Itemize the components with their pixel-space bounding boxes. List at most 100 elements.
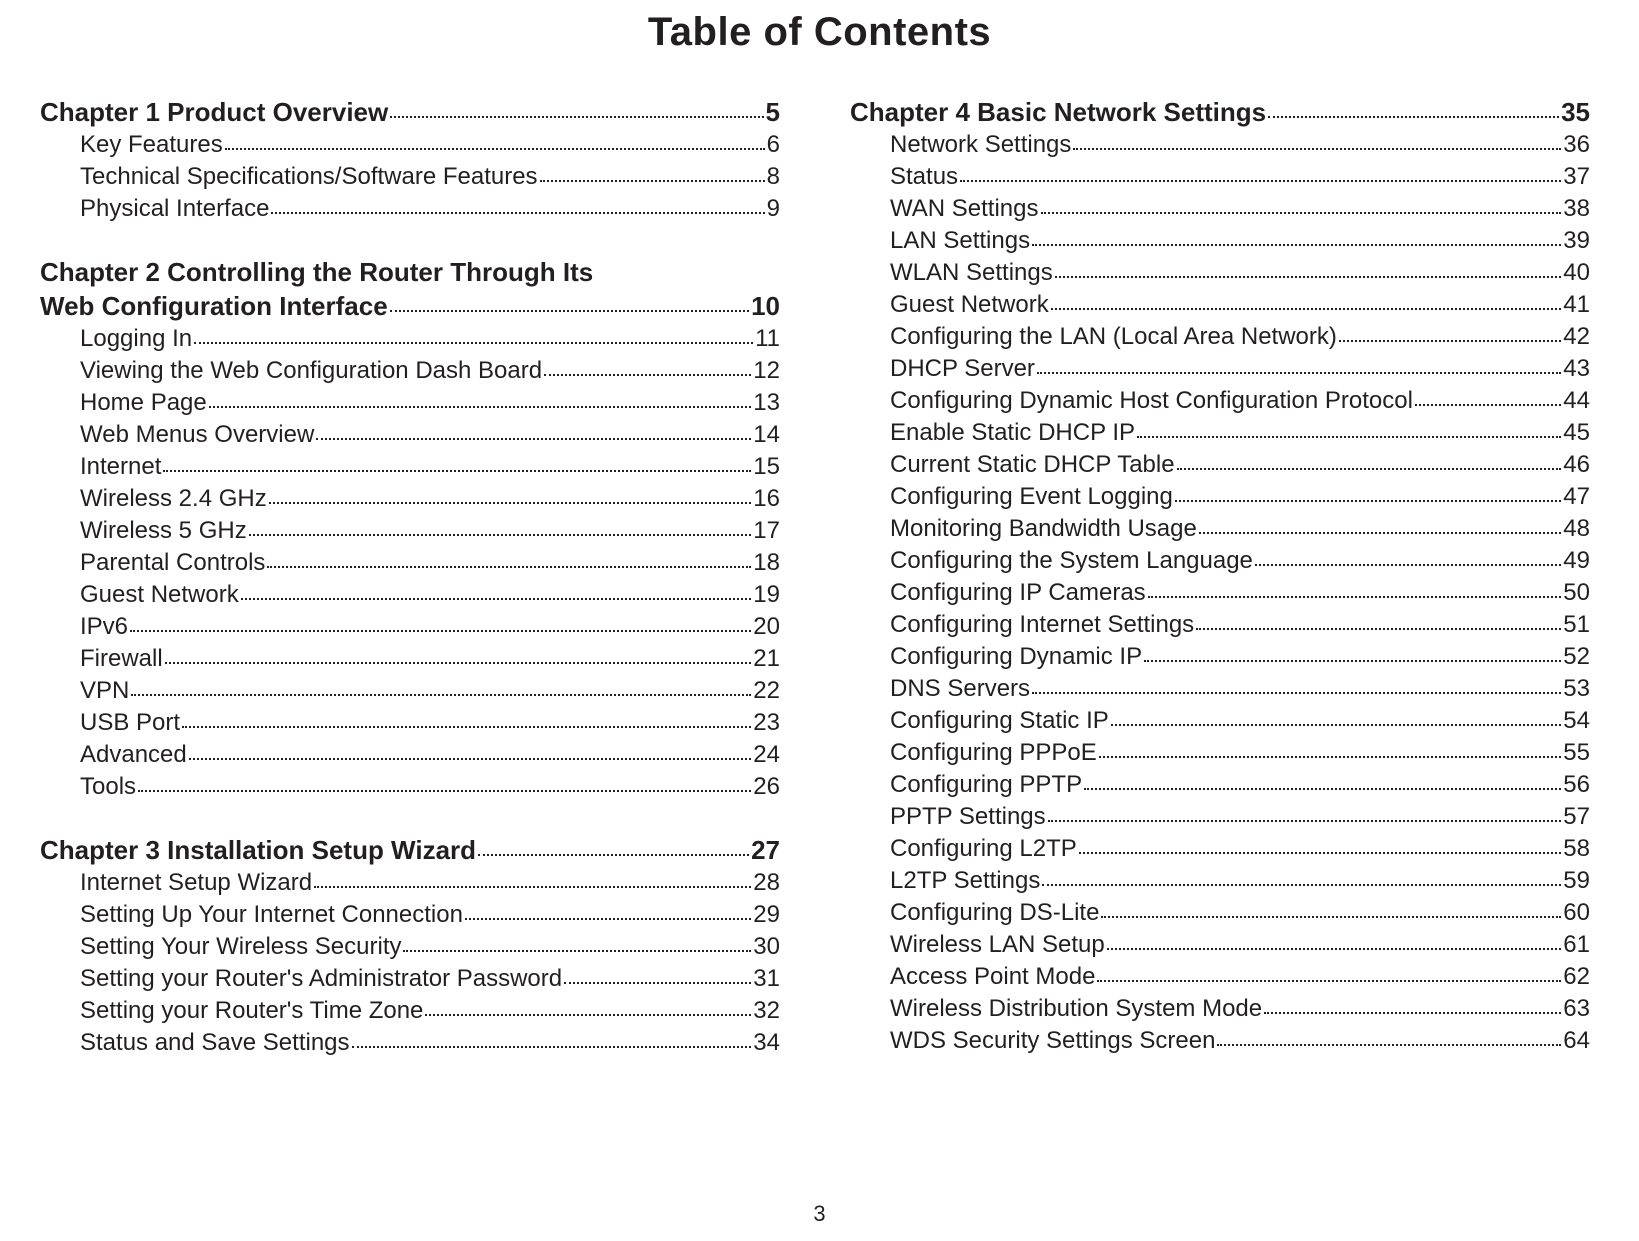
right-column: Chapter 4 Basic Network Settings35Networ… — [850, 95, 1590, 1089]
dot-leader — [390, 310, 749, 312]
entry-label: Status and Save Settings — [80, 1027, 350, 1059]
entry-page: 34 — [753, 1027, 780, 1059]
dot-leader — [1268, 116, 1559, 118]
toc-entry: Configuring DS-Lite60 — [850, 897, 1590, 929]
dot-leader — [194, 342, 753, 344]
dot-leader — [465, 918, 751, 920]
entry-label: Monitoring Bandwidth Usage — [890, 513, 1197, 545]
toc-entry: WAN Settings38 — [850, 193, 1590, 225]
toc-entry: DHCP Server43 — [850, 353, 1590, 385]
dot-leader — [1339, 340, 1561, 342]
entry-page: 31 — [753, 963, 780, 995]
dot-leader — [1079, 852, 1562, 854]
page-title: Table of Contents — [40, 10, 1599, 55]
toc-entry: Access Point Mode62 — [850, 961, 1590, 993]
toc-entry: Tools26 — [40, 771, 780, 803]
entry-label: WLAN Settings — [890, 257, 1053, 289]
dot-leader — [1217, 1044, 1561, 1046]
toc-entry: Configuring the System Language49 — [850, 545, 1590, 577]
chapter-heading: Web Configuration Interface10 — [40, 289, 780, 323]
entry-label: Access Point Mode — [890, 961, 1095, 993]
toc-entry: Internet Setup Wizard28 — [40, 867, 780, 899]
entry-page: 42 — [1563, 321, 1590, 353]
entry-page: 39 — [1563, 225, 1590, 257]
entry-page: 15 — [753, 451, 780, 483]
chapter-title: Web Configuration Interface — [40, 289, 388, 323]
toc-entry: Status37 — [850, 161, 1590, 193]
chapter-page: 27 — [751, 833, 780, 867]
entry-label: Guest Network — [80, 579, 239, 611]
entry-page: 8 — [767, 161, 780, 193]
entry-page: 37 — [1563, 161, 1590, 193]
entry-page: 24 — [753, 739, 780, 771]
dot-leader — [163, 470, 751, 472]
entry-page: 63 — [1563, 993, 1590, 1025]
entry-page: 29 — [753, 899, 780, 931]
dot-leader — [225, 148, 765, 150]
chapter-title: Chapter 3 Installation Setup Wizard — [40, 833, 476, 867]
entry-label: Current Static DHCP Table — [890, 449, 1175, 481]
chapter-page: 5 — [766, 95, 780, 129]
entry-label: Wireless 5 GHz — [80, 515, 247, 547]
dot-leader — [403, 950, 751, 952]
toc-entry: Configuring Event Logging47 — [850, 481, 1590, 513]
toc-entry: Configuring PPPoE55 — [850, 737, 1590, 769]
dot-leader — [182, 726, 751, 728]
entry-page: 23 — [753, 707, 780, 739]
dot-leader — [1041, 212, 1562, 214]
entry-label: L2TP Settings — [890, 865, 1040, 897]
entry-page: 61 — [1563, 929, 1590, 961]
entry-page: 13 — [753, 387, 780, 419]
entry-label: Wireless LAN Setup — [890, 929, 1105, 961]
toc-entry: Enable Static DHCP IP45 — [850, 417, 1590, 449]
dot-leader — [189, 758, 752, 760]
entry-label: Viewing the Web Configuration Dash Board — [80, 355, 542, 387]
entry-label: Guest Network — [890, 289, 1049, 321]
entry-label: Configuring the System Language — [890, 545, 1253, 577]
entry-page: 64 — [1563, 1025, 1590, 1057]
toc-entry: Network Settings36 — [850, 129, 1590, 161]
toc-entry: Guest Network 41 — [850, 289, 1590, 321]
toc-entry: Status and Save Settings 34 — [40, 1027, 780, 1059]
toc-entry: DNS Servers53 — [850, 673, 1590, 705]
entry-label: Configuring Internet Settings — [890, 609, 1194, 641]
toc-entry: PPTP Settings57 — [850, 801, 1590, 833]
dot-leader — [165, 662, 752, 664]
chapter-title: Chapter 1 Product Overview — [40, 95, 388, 129]
entry-page: 19 — [753, 579, 780, 611]
entry-label: WAN Settings — [890, 193, 1039, 225]
dot-leader — [1111, 724, 1562, 726]
entry-page: 43 — [1563, 353, 1590, 385]
dot-leader — [1051, 308, 1562, 310]
dot-leader — [425, 1014, 751, 1016]
entry-page: 54 — [1563, 705, 1590, 737]
entry-label: Setting Your Wireless Security — [80, 931, 401, 963]
dot-leader — [1415, 404, 1561, 406]
toc-entry: Wireless 5 GHz17 — [40, 515, 780, 547]
entry-label: Configuring IP Cameras — [890, 577, 1146, 609]
toc-entry: Setting Your Wireless Security 30 — [40, 931, 780, 963]
dot-leader — [1099, 756, 1562, 758]
toc-entry: Web Menus Overview14 — [40, 419, 780, 451]
toc-entry: Current Static DHCP Table46 — [850, 449, 1590, 481]
chapter-page: 35 — [1561, 95, 1590, 129]
toc-entry: Monitoring Bandwidth Usage 48 — [850, 513, 1590, 545]
entry-label: Wireless 2.4 GHz — [80, 483, 267, 515]
dot-leader — [1196, 628, 1561, 630]
left-column: Chapter 1 Product Overview5Key Features6… — [40, 95, 780, 1089]
entry-page: 41 — [1563, 289, 1590, 321]
entry-page: 26 — [753, 771, 780, 803]
entry-page: 30 — [753, 931, 780, 963]
chapter-title-line1: Chapter 2 Controlling the Router Through… — [40, 255, 780, 289]
entry-page: 48 — [1563, 513, 1590, 545]
toc-entry: Firewall21 — [40, 643, 780, 675]
dot-leader — [1264, 1012, 1561, 1014]
entry-page: 45 — [1563, 417, 1590, 449]
chapter-heading: Chapter 1 Product Overview 5 — [40, 95, 780, 129]
entry-label: Technical Specifications/Software Featur… — [80, 161, 538, 193]
toc-entry: Viewing the Web Configuration Dash Board… — [40, 355, 780, 387]
toc-entry: Wireless LAN Setup 61 — [850, 929, 1590, 961]
entry-label: Wireless Distribution System Mode — [890, 993, 1262, 1025]
dot-leader — [131, 694, 751, 696]
entry-label: Advanced — [80, 739, 187, 771]
